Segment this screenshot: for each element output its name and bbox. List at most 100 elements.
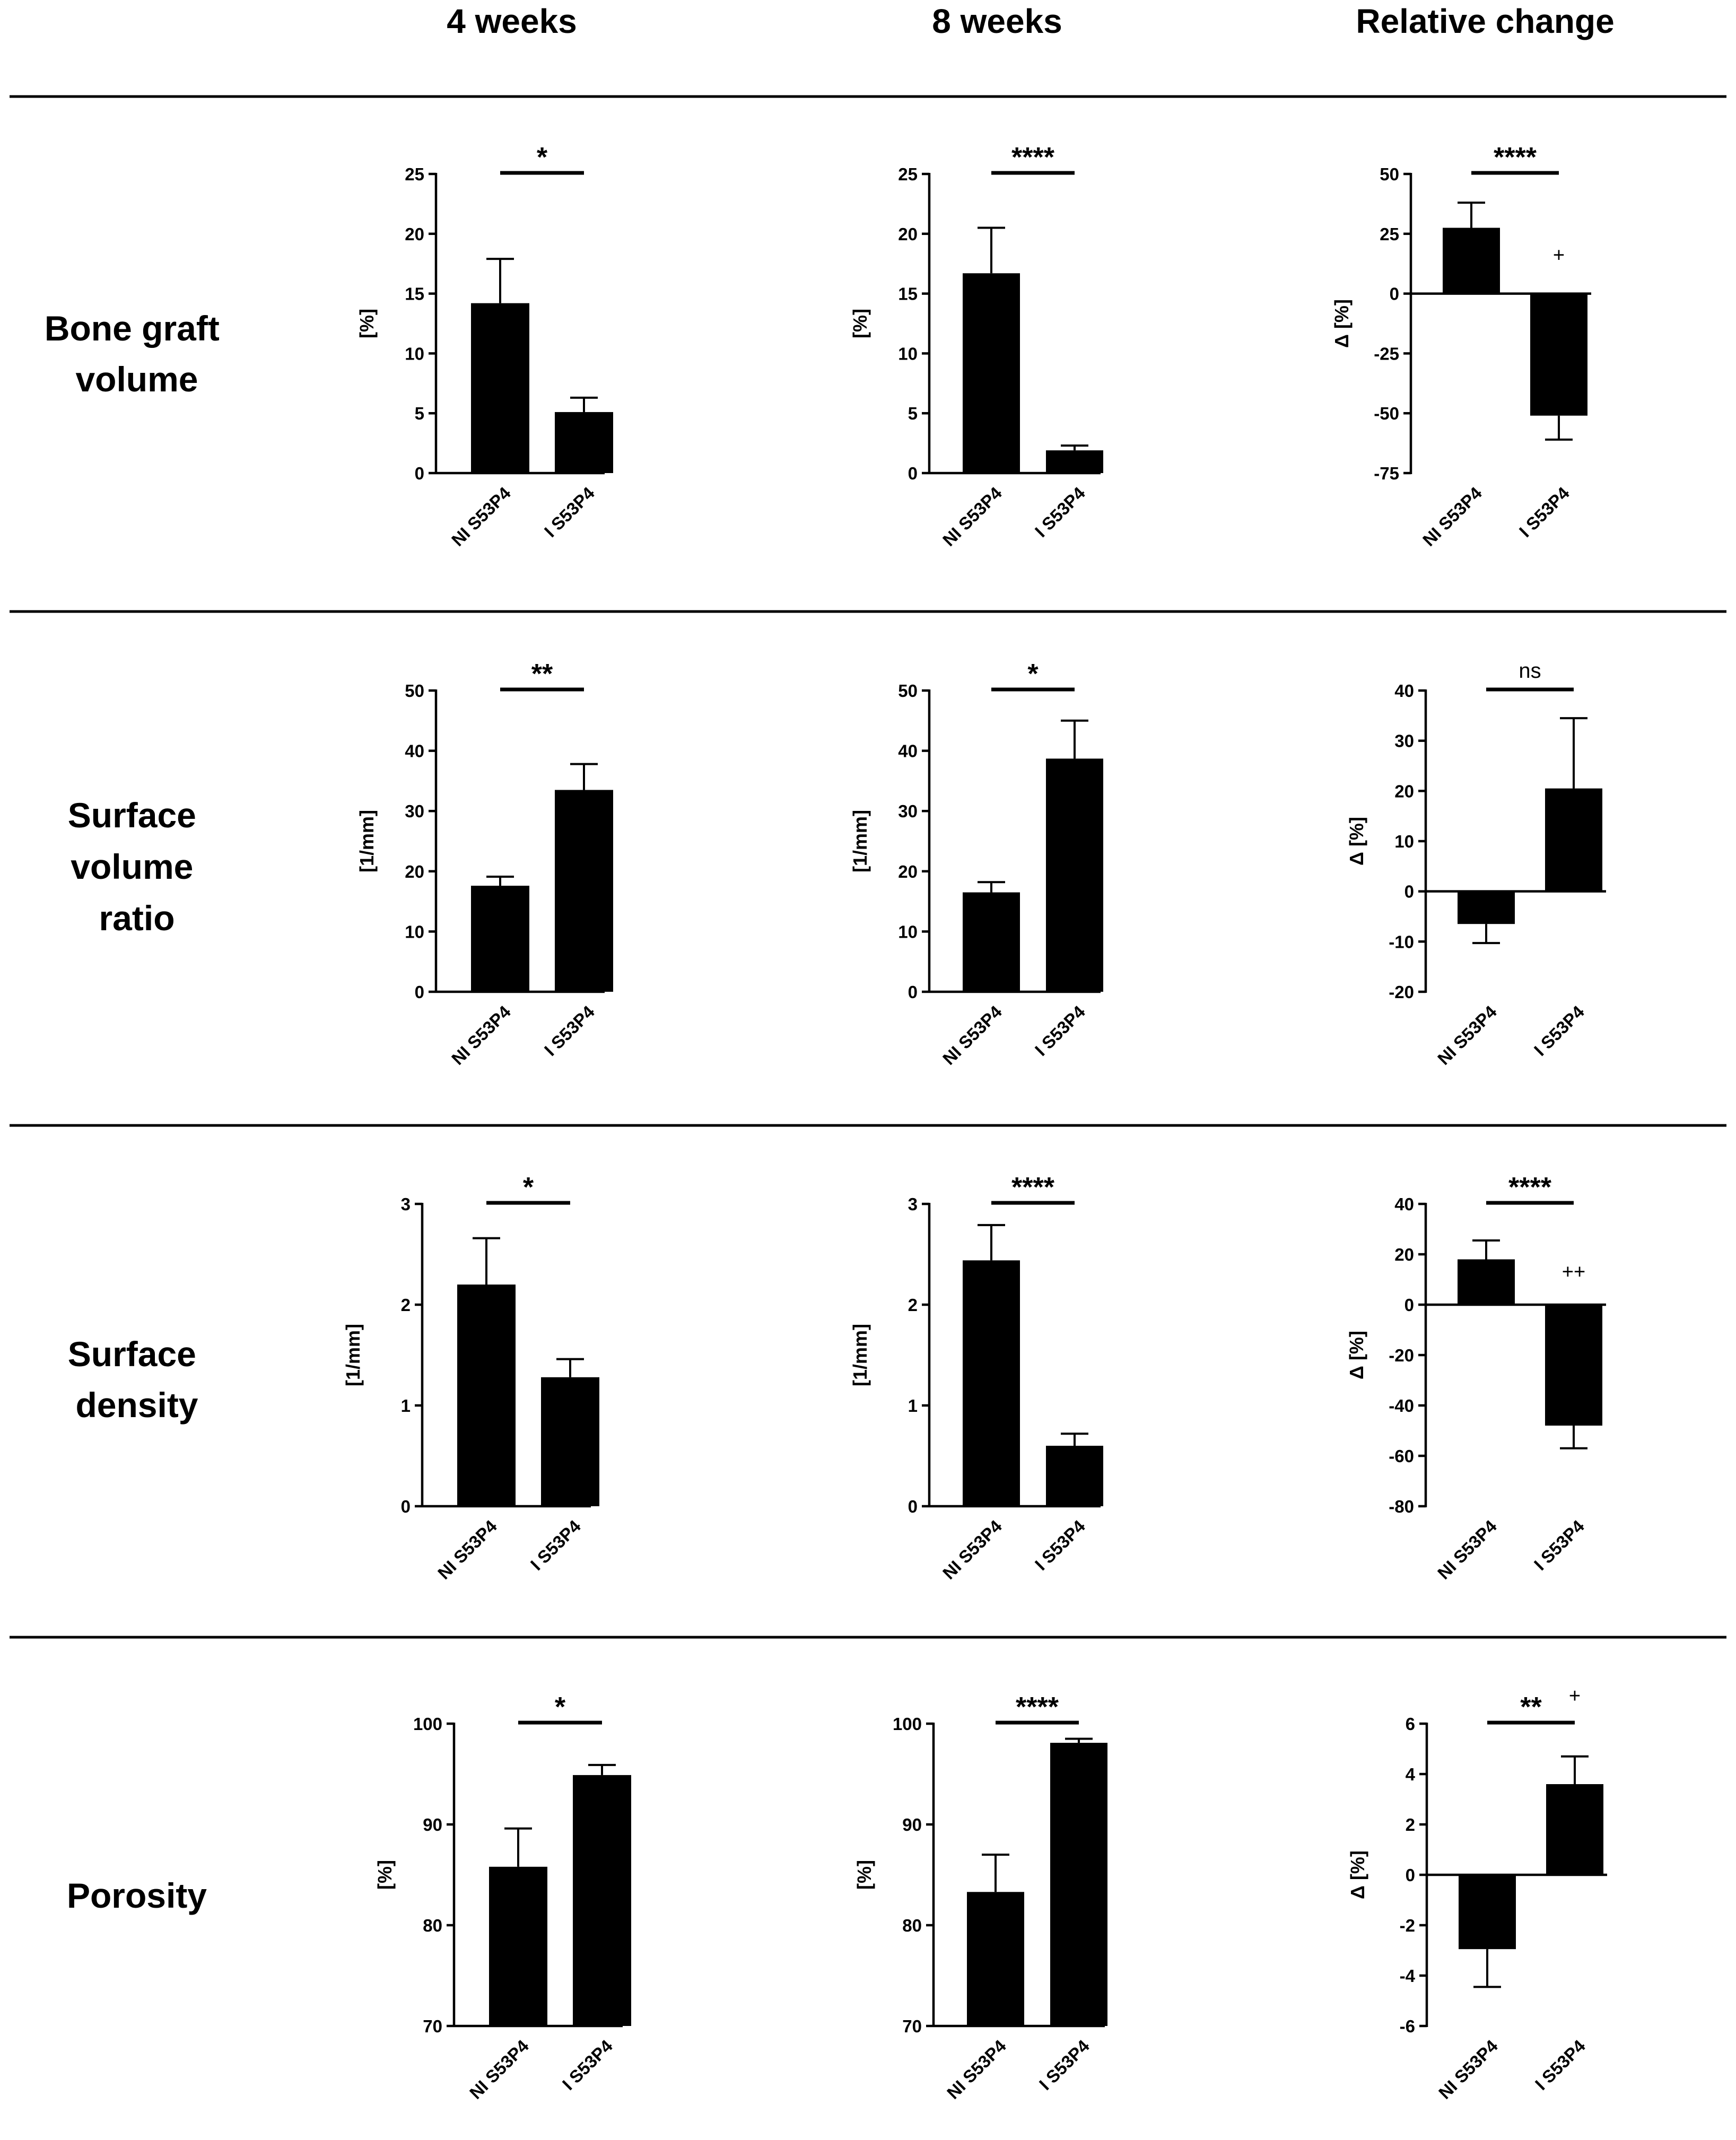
x-category-label: NI S53P4 [1434, 1001, 1501, 1068]
y-tick-label: 100 [413, 1714, 442, 1734]
bar-i-s53p4 [1046, 758, 1103, 992]
y-tick-label: 70 [902, 2016, 922, 2036]
y-tick-label: 20 [405, 224, 424, 244]
y-tick-label: 5 [908, 404, 918, 423]
y-axis-label: [%] [374, 1860, 396, 1890]
row-label-bone-graft-volume: Bone graft volume [45, 309, 229, 399]
y-tick-label: -10 [1389, 932, 1414, 951]
y-tick-label: 0 [908, 464, 918, 483]
bar-ni-s53p4 [1458, 1259, 1515, 1305]
bar-chart-r3-c0: 70 80 90 100 [%] NI S53P4 I S53P4 * [374, 1692, 631, 2103]
marker-label: + [1553, 244, 1565, 266]
bar-ni-s53p4 [1458, 891, 1515, 924]
y-tick-label: -6 [1400, 2016, 1415, 2036]
y-tick-label: 90 [902, 1815, 922, 1835]
x-category-label: I S53P4 [1530, 1001, 1589, 1060]
marker-label: ++ [1562, 1261, 1585, 1283]
y-tick-label: 10 [1394, 832, 1414, 851]
y-axis-label: [1/mm] [342, 1324, 364, 1386]
y-tick-label: 0 [415, 982, 424, 1002]
y-tick-label: 25 [405, 164, 424, 184]
y-tick-label: 0 [415, 464, 424, 483]
bar-ni-s53p4 [457, 1285, 516, 1506]
y-tick-label: 40 [898, 741, 918, 761]
x-category-label: I S53P4 [1031, 1001, 1089, 1060]
y-axis-label: Δ [%] [1346, 817, 1367, 866]
significance-label: ** [531, 659, 553, 689]
bar-i-s53p4 [541, 1377, 599, 1506]
bar-chart-r1-c0: 0 10 20 30 40 50 [1/mm] NI S53P4 I S53P4 ** [356, 659, 613, 1069]
x-category-label: I S53P4 [1530, 1516, 1589, 1574]
significance-label: **** [1016, 1692, 1059, 1723]
y-tick-label: 80 [423, 1916, 442, 1935]
significance-label: * [1027, 659, 1039, 689]
row-label-surface-volume-ratio: Surface volume ratio [68, 796, 206, 938]
y-tick-label: 20 [1394, 1245, 1414, 1264]
bar-i-s53p4 [573, 1775, 631, 2026]
significance-label: ** [1520, 1692, 1542, 1723]
bar-i-s53p4 [555, 412, 613, 473]
x-category-label: I S53P4 [540, 483, 599, 541]
y-tick-label: 70 [423, 2016, 442, 2036]
x-category-label: NI S53P4 [466, 2036, 533, 2102]
y-tick-label: 0 [1406, 1865, 1415, 1885]
y-tick-label: 4 [1406, 1765, 1416, 1784]
bar-chart-r3-c2: -6 -4 -2 0 2 4 6 Δ [%] NI S53P4 I S53P4 ** + [1347, 1685, 1607, 2103]
y-tick-label: -20 [1389, 982, 1414, 1002]
x-category-label: NI S53P4 [1435, 2036, 1502, 2102]
x-category-label: I S53P4 [1515, 483, 1574, 541]
bar-ni-s53p4 [963, 892, 1020, 992]
y-tick-label: 5 [415, 404, 424, 423]
y-tick-label: 40 [1394, 681, 1414, 701]
y-tick-label: 0 [908, 1497, 918, 1516]
y-tick-label: 40 [405, 741, 424, 761]
x-category-label: NI S53P4 [1434, 1516, 1501, 1583]
bar-i-s53p4 [1530, 293, 1587, 416]
x-category-label: NI S53P4 [1419, 483, 1486, 549]
y-tick-label: 10 [405, 922, 424, 941]
column-header-relative-change: Relative change [1356, 2, 1614, 40]
y-tick-label: 1 [401, 1396, 411, 1416]
y-axis-label: [1/mm] [849, 1324, 871, 1386]
y-tick-label: 90 [423, 1815, 442, 1835]
y-tick-label: 30 [1394, 731, 1414, 751]
significance-label: * [523, 1172, 534, 1203]
y-tick-label: 100 [893, 1714, 922, 1734]
y-axis-label: Δ [%] [1347, 1850, 1368, 1899]
marker-label: + [1569, 1685, 1581, 1707]
y-tick-label: 3 [401, 1194, 411, 1214]
bar-i-s53p4 [1546, 1784, 1603, 1875]
bar-chart-r0-c2: -75 -50 -25 0 25 50 Δ [%] NI S53P4 I S53P4 **** + [1331, 142, 1591, 550]
y-axis-label: [1/mm] [849, 810, 871, 872]
y-tick-label: 10 [405, 344, 424, 363]
bar-i-s53p4 [1046, 450, 1103, 473]
y-tick-label: 2 [401, 1295, 411, 1315]
bar-chart-r2-c2: -80 -60 -40 -20 0 20 40 Δ [%] NI S53P4 I S53P4 ***… [1346, 1172, 1606, 1583]
y-tick-label: -60 [1389, 1446, 1414, 1466]
bar-chart-r2-c0: 0 1 2 3 [1/mm] NI S53P4 I S53P4 * [342, 1172, 599, 1583]
y-tick-label: 20 [1394, 781, 1414, 801]
significance-label: **** [1508, 1172, 1552, 1203]
y-tick-label: 0 [1404, 1295, 1414, 1315]
x-category-label: I S53P4 [1031, 1516, 1089, 1574]
bar-ni-s53p4 [489, 1866, 547, 2026]
y-tick-label: -4 [1400, 1966, 1416, 1986]
bar-chart-r2-c1: 0 1 2 3 [1/mm] NI S53P4 I S53P4 **** [849, 1172, 1103, 1583]
significance-label: * [537, 142, 548, 173]
bar-ni-s53p4 [1459, 1875, 1516, 1950]
x-category-label: NI S53P4 [943, 2036, 1010, 2102]
y-tick-label: 25 [898, 164, 918, 184]
x-category-label: NI S53P4 [448, 1001, 514, 1068]
y-axis-label: [%] [849, 309, 871, 338]
y-tick-label: -40 [1389, 1396, 1414, 1416]
y-tick-label: 0 [1390, 284, 1399, 304]
y-tick-label: 0 [401, 1497, 411, 1516]
x-category-label: I S53P4 [1531, 2036, 1590, 2094]
y-tick-label: -50 [1374, 404, 1399, 423]
y-tick-label: 20 [898, 862, 918, 881]
significance-label: **** [1011, 1172, 1055, 1203]
bar-i-s53p4 [1046, 1446, 1103, 1506]
y-axis-label: Δ [%] [1331, 299, 1353, 348]
